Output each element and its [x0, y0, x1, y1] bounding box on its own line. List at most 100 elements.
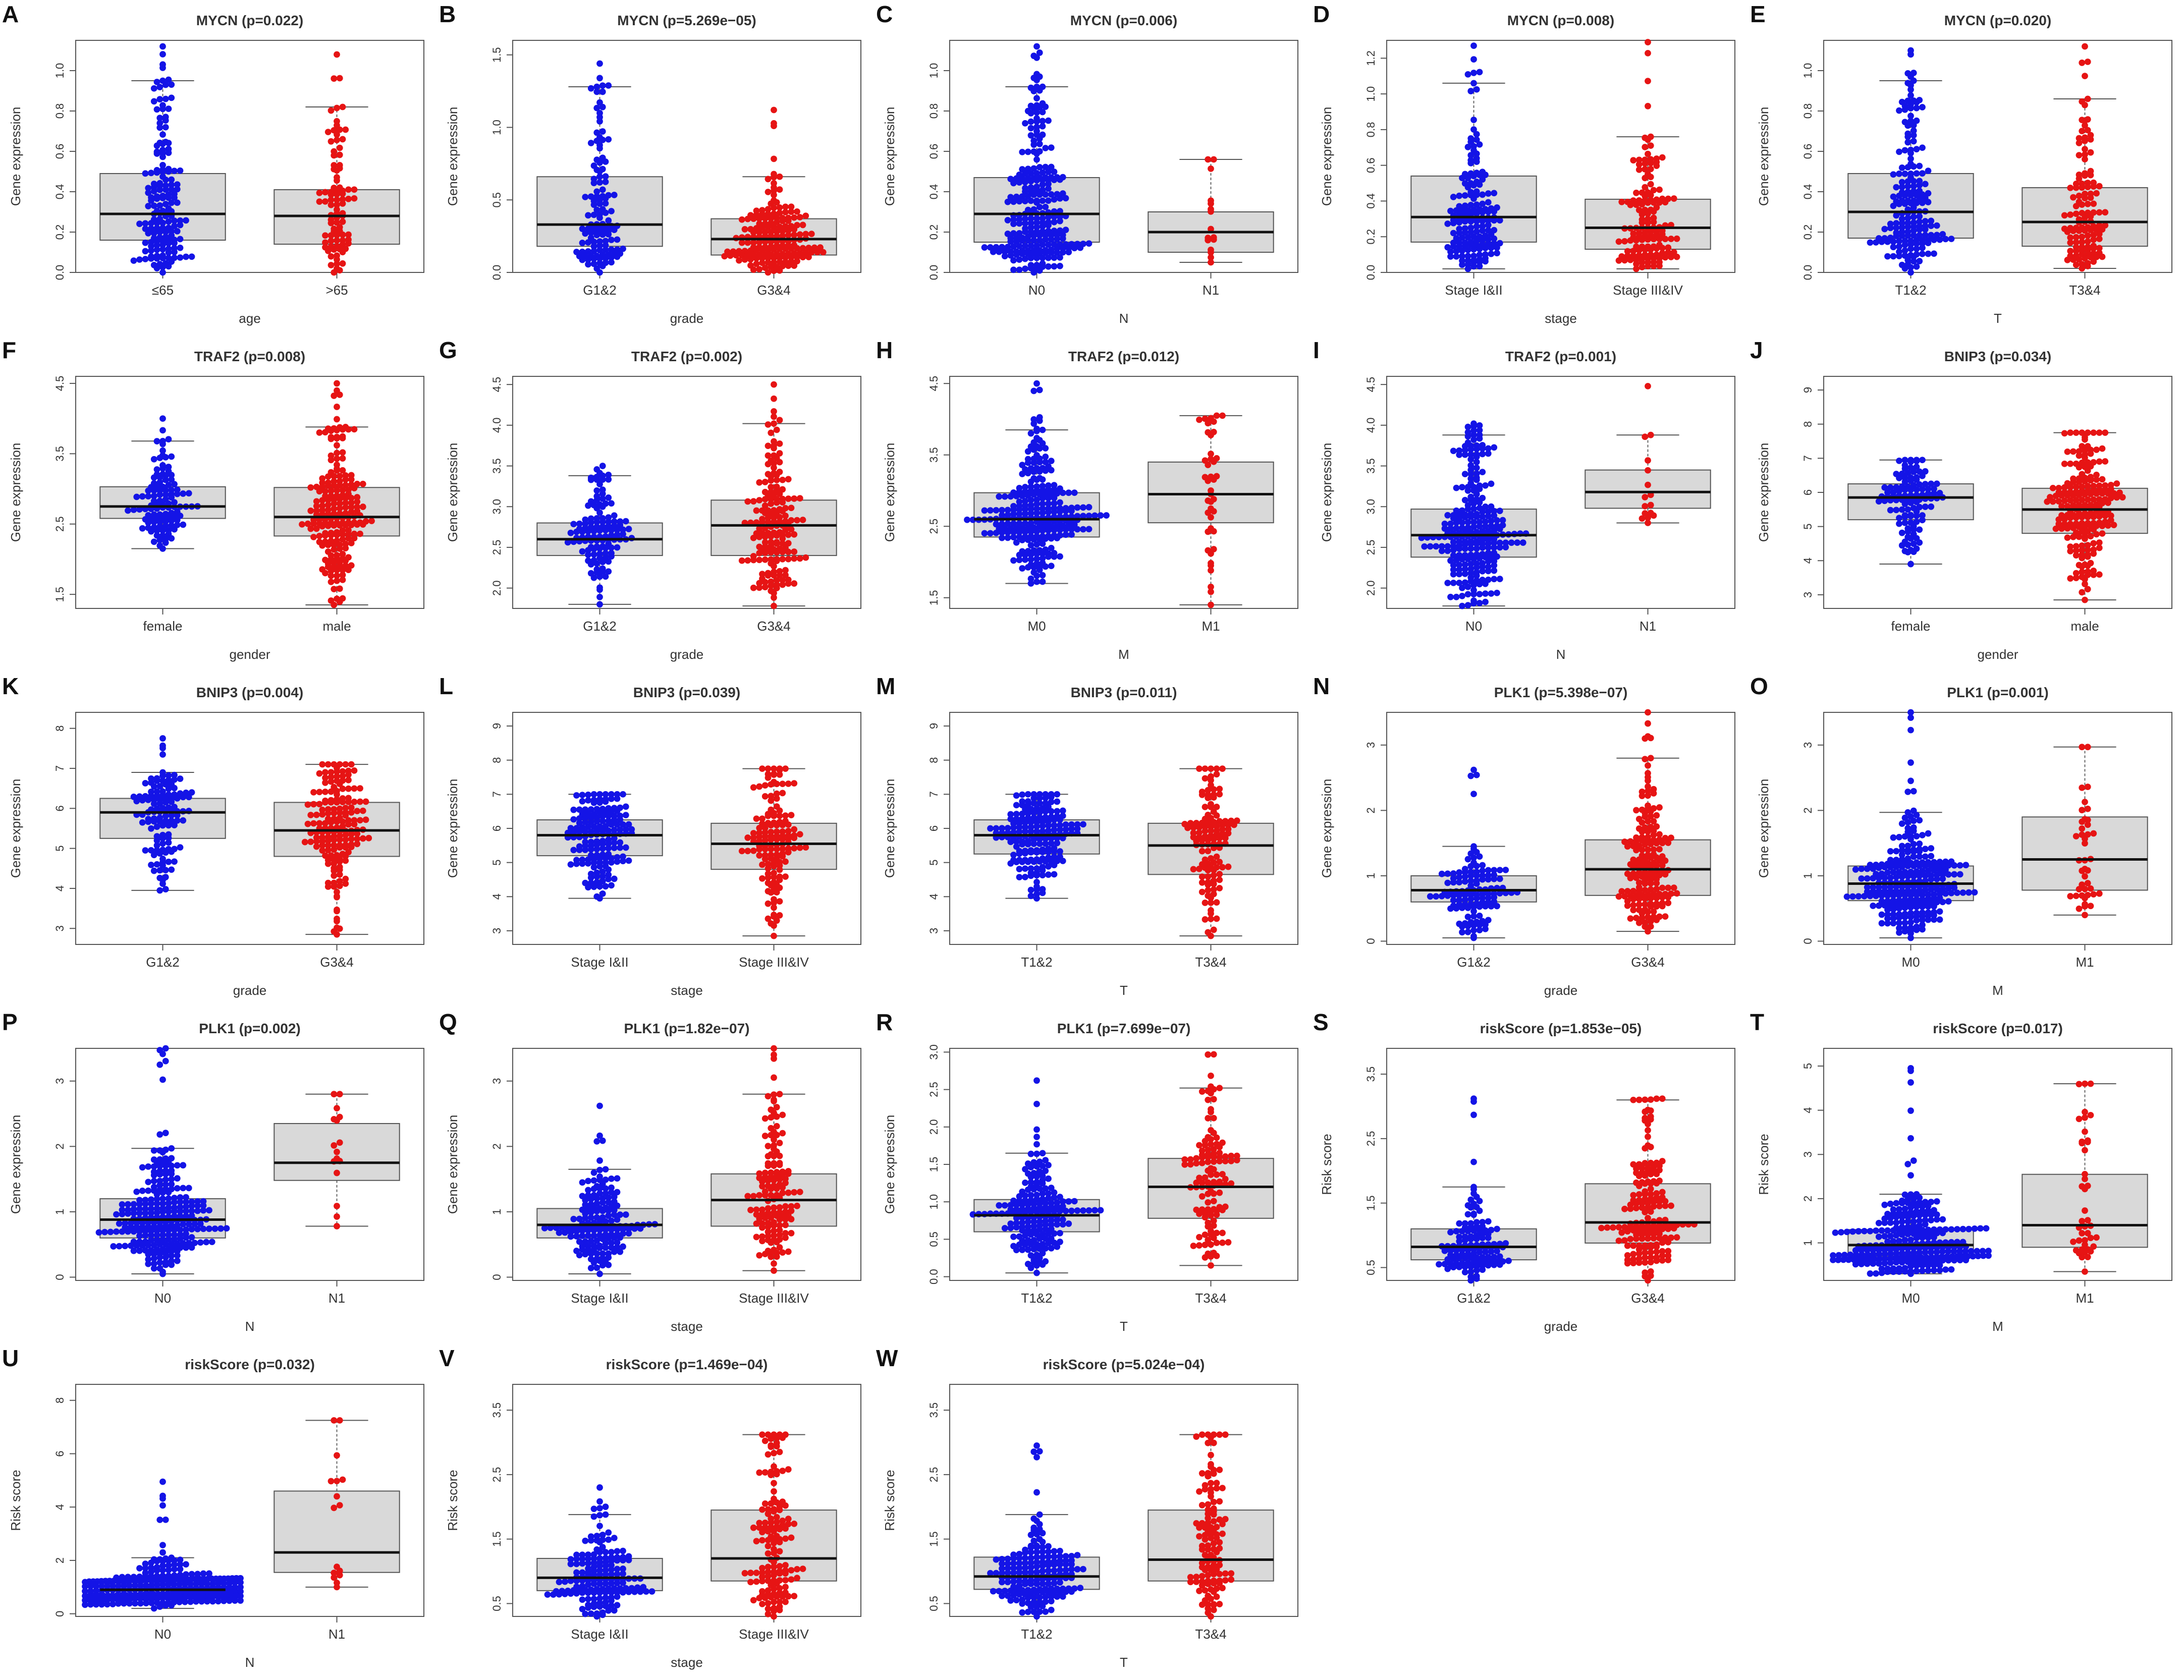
data-point: [771, 563, 777, 570]
data-point: [2090, 891, 2097, 898]
data-point: [171, 785, 178, 792]
data-point: [761, 584, 769, 591]
data-point: [348, 835, 355, 843]
data-point: [322, 189, 329, 196]
y-tick-label: 2: [1364, 807, 1377, 813]
data-point: [156, 120, 163, 127]
data-point: [744, 498, 751, 505]
panel-letter: M: [876, 673, 895, 699]
data-point: [779, 780, 786, 788]
data-point: [327, 196, 335, 203]
data-point: [1925, 199, 1932, 205]
data-point: [1048, 236, 1055, 243]
data-point: [590, 528, 597, 535]
data-point: [1022, 170, 1028, 177]
data-point: [1033, 109, 1040, 116]
data-point: [1208, 254, 1214, 261]
data-point: [1033, 578, 1040, 585]
data-point: [2087, 136, 2094, 143]
data-point: [1036, 386, 1043, 394]
data-point: [1033, 223, 1040, 231]
data-point: [773, 822, 780, 829]
data-point: [1642, 175, 1649, 182]
data-point: [2087, 213, 2094, 220]
panel-d: D MYCN (p=0.008)0.00.20.40.60.81.01.2Gene…: [1313, 1, 1735, 326]
x-axis-label: age: [239, 311, 260, 326]
data-point: [1016, 556, 1023, 564]
data-point: [313, 525, 320, 532]
data-point: [782, 765, 789, 772]
data-point: [1007, 860, 1014, 867]
data-point: [2084, 95, 2091, 102]
data-point: [359, 503, 366, 510]
data-point: [1913, 917, 1920, 924]
data-point: [324, 247, 332, 254]
data-point: [987, 825, 994, 832]
y-tick-label: 0.0: [53, 265, 66, 281]
data-point: [761, 549, 769, 556]
data-point: [1438, 892, 1445, 900]
data-point: [171, 217, 178, 224]
data-point: [1479, 200, 1486, 207]
data-point: [756, 266, 763, 273]
data-point: [1962, 862, 1970, 869]
data-point: [1042, 191, 1049, 198]
data-point: [791, 495, 798, 502]
data-point: [1198, 848, 1206, 855]
data-point: [796, 495, 803, 502]
data-point: [2072, 203, 2080, 210]
data-point: [599, 503, 606, 510]
data-point: [1645, 219, 1651, 226]
data-point: [331, 810, 338, 817]
data-point: [1459, 592, 1465, 599]
x-tick-label: N0: [1028, 283, 1045, 298]
data-point: [156, 115, 163, 122]
data-point: [1467, 218, 1475, 225]
data-point: [756, 556, 763, 564]
data-point: [322, 198, 329, 205]
data-point: [771, 155, 777, 162]
data-point: [339, 231, 346, 238]
data-point: [1010, 180, 1017, 187]
data-point: [590, 545, 597, 552]
data-point: [162, 176, 169, 183]
data-point: [773, 218, 780, 226]
data-point: [2049, 484, 2056, 491]
data-point: [2076, 140, 2083, 146]
data-point: [1453, 593, 1460, 600]
data-point: [1208, 932, 1214, 939]
data-point: [1919, 199, 1926, 206]
data-point: [1208, 165, 1214, 172]
panel-letter: B: [439, 1, 456, 27]
data-point: [336, 585, 343, 592]
data-point: [1904, 789, 1912, 795]
data-point: [1633, 201, 1640, 208]
data-point: [1074, 504, 1081, 511]
data-point: [1205, 795, 1212, 802]
data-point: [2072, 429, 2080, 436]
data-point: [1470, 600, 1477, 607]
data-point: [1459, 484, 1465, 491]
data-point: [587, 85, 594, 92]
data-point: [1467, 863, 1475, 870]
data-point: [133, 798, 140, 805]
data-point: [590, 791, 597, 798]
x-tick-label: N0: [1465, 619, 1482, 634]
data-point: [1910, 183, 1917, 190]
x-axis-label: grade: [1544, 983, 1578, 998]
data-point: [1898, 224, 1905, 231]
y-tick-label: 0.4: [927, 184, 940, 200]
data-point: [1048, 458, 1055, 465]
data-point: [327, 107, 335, 114]
data-point: [1036, 104, 1043, 110]
data-point: [316, 429, 323, 436]
data-point: [1205, 881, 1212, 888]
data-point: [2082, 912, 2088, 919]
data-point: [1913, 170, 1920, 177]
data-point: [1433, 543, 1440, 550]
data-point: [1198, 792, 1206, 798]
data-point: [759, 765, 766, 772]
plot-frame: [512, 376, 861, 609]
data-point: [1447, 207, 1454, 214]
data-point: [590, 799, 597, 806]
